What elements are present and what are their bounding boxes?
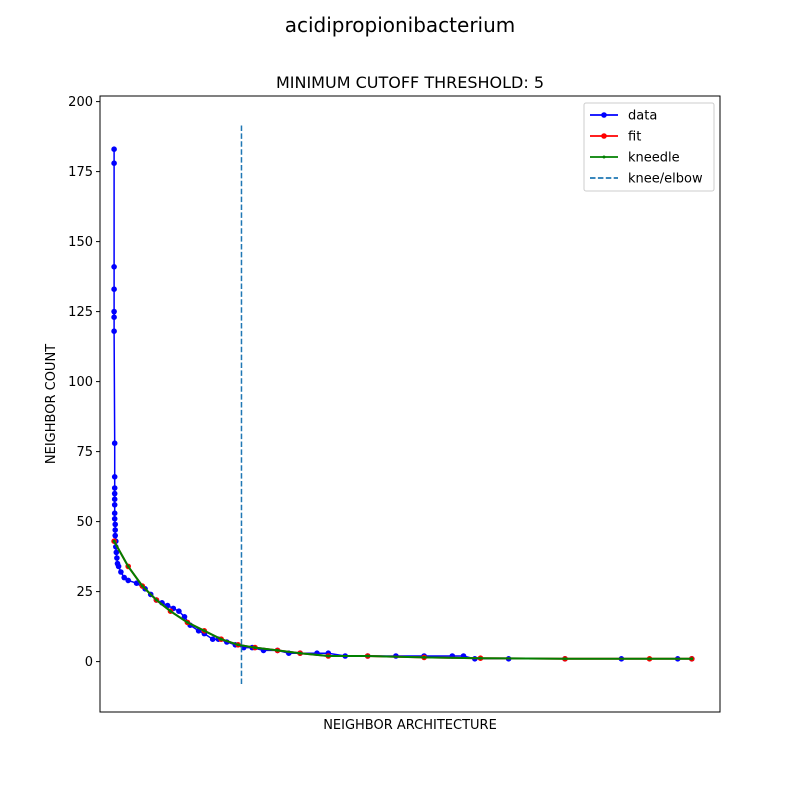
data-point-data-20 [113, 549, 120, 556]
legend-label-knee-elbow: knee/elbow [628, 172, 703, 187]
data-point-kneedle-3 [154, 598, 158, 602]
legend-marker-data [601, 112, 607, 118]
data-point-data-23 [115, 563, 122, 570]
y-axis: 0 25 50 75 100 125 150 175 200 [68, 95, 100, 670]
data-point-data-0 [111, 146, 117, 152]
data-point-data-35 [181, 614, 188, 620]
y-tick-label-150: 150 [68, 235, 93, 250]
data-point-kneedle-5 [185, 620, 189, 624]
data-point-kneedle-18 [690, 657, 694, 661]
data-point-data-4 [111, 308, 117, 315]
data-point-kneedle-2 [140, 584, 144, 588]
y-tick-label-50: 50 [76, 515, 93, 530]
data-point-kneedle-0 [112, 539, 116, 543]
data-point-kneedle-13 [366, 654, 370, 658]
data-point-data-27 [133, 580, 140, 586]
y-tick-label-75: 75 [76, 445, 93, 460]
y-tick-label-200: 200 [68, 95, 93, 110]
data-point-kneedle-16 [563, 657, 567, 661]
legend-marker-kneedle [602, 155, 606, 159]
y-axis-label: NEIGHBOR COUNT [44, 344, 59, 464]
data-point-data-34 [176, 608, 182, 614]
data-point-kneedle-17 [648, 657, 651, 661]
data-point-data-26 [125, 577, 131, 584]
data-point-data-24 [118, 569, 124, 575]
data-point-data-17 [112, 532, 118, 539]
legend-marker-fit [601, 133, 607, 139]
legend-label-data: data [628, 109, 657, 124]
data-point-data-25 [121, 574, 127, 581]
data-point-kneedle-9 [253, 646, 257, 650]
data-point-kneedle-11 [298, 651, 302, 655]
data-point-data-39 [209, 636, 216, 642]
data-point-kneedle-12 [326, 654, 330, 658]
data-point-kneedle-8 [236, 643, 240, 647]
data-point-data-14 [111, 516, 118, 522]
data-point-data-2 [111, 264, 117, 270]
x-axis-label: NEIGHBOR ARCHITECTURE [323, 718, 497, 733]
suptitle: acidipropionibacterium [285, 13, 516, 37]
legend-box [583, 102, 715, 192]
y-tick-label-175: 175 [68, 165, 93, 180]
chart-title: MINIMUM CUTOFF THRESHOLD: 5 [276, 73, 544, 92]
y-tick-label-25: 25 [76, 585, 93, 600]
data-point-data-10 [111, 490, 118, 497]
y-tick-label-125: 125 [68, 305, 93, 320]
plot-area [111, 124, 695, 684]
data-point-data-11 [111, 496, 118, 503]
data-point-data-12 [111, 502, 118, 508]
data-point-data-6 [111, 328, 117, 335]
data-point-kneedle-15 [479, 656, 482, 660]
y-tick-label-0: 0 [85, 655, 93, 670]
legend: data fit kneedle knee/elbow [583, 102, 715, 192]
data-point-data-21 [114, 555, 120, 561]
y-tick-label-100: 100 [68, 375, 93, 390]
series-line-fit [113, 540, 692, 660]
data-point-data-9 [111, 485, 118, 491]
data-point-kneedle-1 [126, 564, 130, 568]
data-point-data-15 [112, 521, 118, 528]
data-point-kneedle-6 [202, 629, 206, 633]
data-point-kneedle-7 [219, 637, 223, 641]
plot-frame [99, 95, 721, 713]
legend-label-fit: fit [628, 130, 641, 145]
data-point-data-3 [111, 286, 117, 293]
legend-label-kneedle: kneedle [628, 151, 680, 166]
series-line-data [113, 149, 692, 660]
data-point-data-1 [111, 160, 117, 166]
data-point-data-5 [111, 314, 117, 321]
data-point-data-13 [111, 510, 118, 516]
data-point-kneedle-10 [276, 648, 279, 652]
data-point-kneedle-14 [422, 655, 426, 659]
data-point-data-16 [112, 527, 118, 533]
series-line-kneedle [113, 540, 692, 660]
data-point-data-7 [111, 440, 118, 447]
data-point-kneedle-4 [169, 609, 172, 613]
data-point-data-8 [111, 474, 118, 480]
